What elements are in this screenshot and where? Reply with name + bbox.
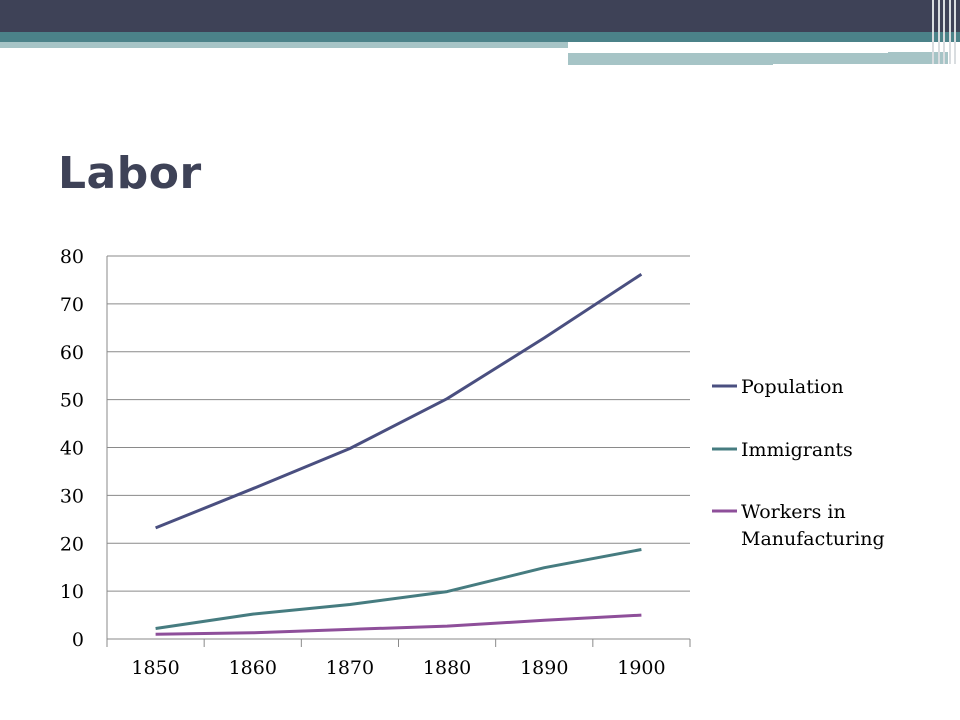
x-tick-label: 1890 xyxy=(520,657,568,679)
y-tick-label: 60 xyxy=(60,342,84,364)
header-band-teal xyxy=(0,32,960,42)
y-tick-label: 0 xyxy=(72,629,84,651)
y-tick-label: 20 xyxy=(60,533,84,555)
x-tick-label: 1880 xyxy=(423,657,471,679)
series-line-population xyxy=(155,272,643,530)
x-tick-label: 1850 xyxy=(131,657,179,679)
x-tick-label: 1870 xyxy=(326,657,374,679)
slide-title: Labor xyxy=(58,148,202,199)
y-tick-label: 10 xyxy=(60,581,84,603)
header-band-white-line xyxy=(568,50,888,53)
legend-label: Immigrants xyxy=(741,439,853,461)
x-tick-label: 1860 xyxy=(229,657,277,679)
header-band-light xyxy=(0,42,568,48)
legend-label: Population xyxy=(741,376,844,398)
y-tick-label: 80 xyxy=(60,246,84,268)
header-band-dark xyxy=(0,0,960,32)
header-band-light-right xyxy=(568,52,948,64)
y-tick-label: 30 xyxy=(60,485,84,507)
y-tick-label: 40 xyxy=(60,438,84,460)
y-tick-label: 70 xyxy=(60,294,84,316)
header-stripes xyxy=(930,0,960,64)
series-line-immigrants xyxy=(155,548,642,630)
series-line-workers-in-manufacturing xyxy=(155,613,642,636)
header-band-short xyxy=(568,62,773,65)
legend-label: Workers in Manufacturing xyxy=(741,501,885,550)
x-tick-label: 1900 xyxy=(617,657,665,679)
y-tick-label: 50 xyxy=(60,390,84,412)
